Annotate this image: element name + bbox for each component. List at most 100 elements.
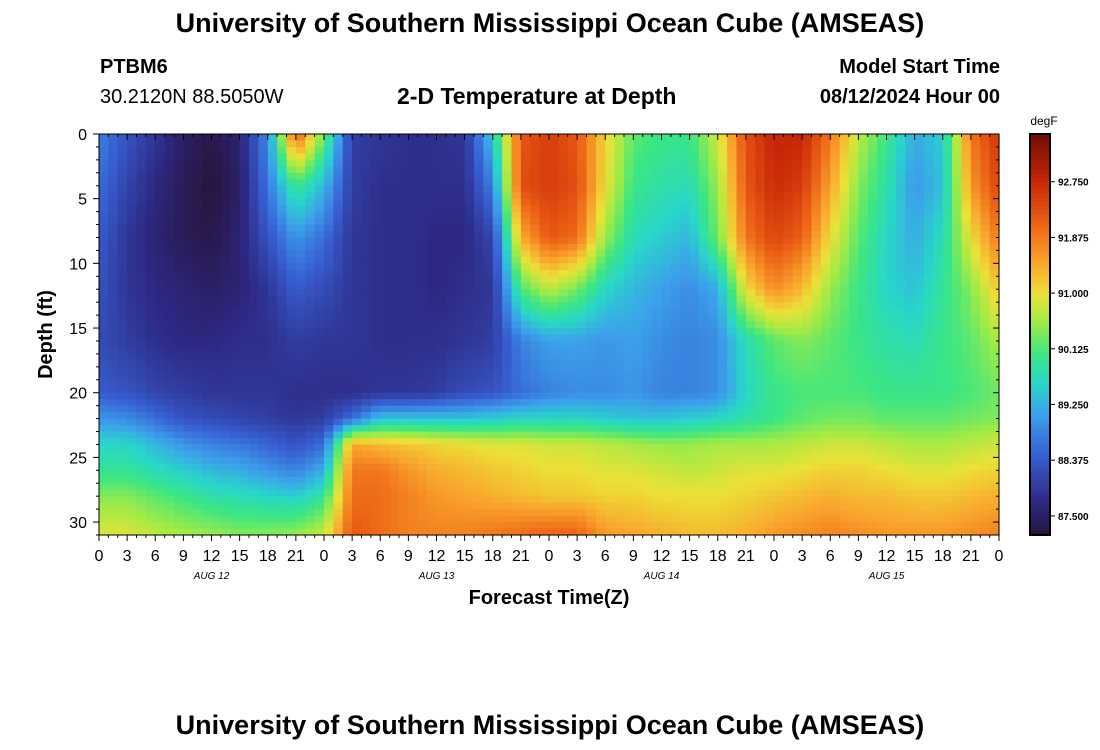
heatmap-cell (333, 496, 344, 504)
heatmap-cell (361, 224, 372, 232)
heatmap-cell (249, 205, 259, 213)
heatmap-cell (286, 470, 297, 478)
heatmap-cell (483, 185, 494, 193)
heatmap-cell (136, 515, 147, 523)
heatmap-cell (305, 353, 316, 361)
heatmap-cell (605, 450, 616, 458)
heatmap-cell (295, 250, 306, 258)
heatmap-cell (314, 515, 325, 523)
heatmap-cell (211, 218, 222, 226)
heatmap-cell (774, 483, 784, 491)
heatmap-cell (211, 444, 222, 452)
heatmap-cell (455, 405, 466, 413)
heatmap-cell (595, 360, 606, 368)
heatmap-cell (464, 418, 475, 426)
heatmap-cell (633, 399, 644, 407)
heatmap-cell (586, 366, 597, 374)
heatmap-cell (689, 198, 700, 206)
heatmap-cell (511, 250, 522, 258)
heatmap-cell (567, 198, 578, 206)
heatmap-cell (249, 243, 259, 252)
heatmap-cell (595, 386, 606, 394)
heatmap-cell (361, 373, 372, 381)
heatmap-cell (689, 146, 700, 155)
heatmap-cell (595, 405, 606, 413)
heatmap-cell (605, 282, 616, 290)
heatmap-cell (755, 269, 766, 277)
heatmap-cell (127, 483, 138, 491)
heatmap-cell (267, 373, 278, 381)
heatmap-cell (708, 269, 719, 277)
heatmap-cell (755, 295, 766, 303)
heatmap-cell (839, 263, 850, 271)
heatmap-cell (661, 360, 672, 368)
heatmap-cell (717, 392, 728, 400)
heatmap-cell (670, 159, 681, 167)
heatmap-cell (549, 231, 559, 239)
heatmap-cell (417, 269, 428, 277)
heatmap-cell (108, 476, 119, 484)
heatmap-cell (558, 379, 569, 387)
heatmap-cell (708, 457, 719, 465)
heatmap-cell (361, 243, 372, 252)
heatmap-cell (305, 153, 316, 161)
heatmap-cell (333, 308, 344, 316)
heatmap-cell (586, 528, 597, 536)
heatmap-cell (380, 437, 391, 446)
heatmap-cell (708, 444, 719, 452)
heatmap-cell (689, 353, 700, 361)
heatmap-cell (577, 140, 588, 148)
heatmap-cell (670, 269, 681, 277)
heatmap-cell (483, 308, 494, 316)
heatmap-cell (586, 328, 597, 336)
heatmap-cell (295, 366, 306, 374)
heatmap-cell (511, 146, 522, 155)
heatmap-cell (174, 198, 184, 206)
heatmap-cell (595, 502, 606, 510)
heatmap-cell (455, 528, 466, 536)
heatmap-cell (530, 399, 541, 407)
heatmap-cell (567, 528, 578, 536)
heatmap-cell (474, 250, 484, 258)
heatmap-cell (127, 269, 138, 277)
heatmap-cell (511, 347, 522, 355)
heatmap-cell (474, 205, 484, 213)
heatmap-cell (174, 321, 184, 329)
heatmap-cell (811, 172, 822, 180)
heatmap-cell (174, 470, 184, 478)
heatmap-cell (661, 237, 672, 245)
heatmap-cell (352, 528, 363, 536)
heatmap-cell (164, 237, 175, 245)
heatmap-cell (708, 218, 719, 226)
heatmap-cell (661, 302, 672, 310)
heatmap-cell (99, 166, 109, 174)
heatmap-cell (680, 321, 691, 329)
heatmap-cell (539, 470, 550, 478)
heatmap-cell (183, 431, 194, 439)
heatmap-cell (792, 134, 803, 142)
heatmap-cell (595, 522, 606, 530)
heatmap-cell (408, 179, 419, 187)
heatmap-cell (417, 502, 428, 510)
heatmap-cell (539, 218, 550, 226)
heatmap-cell (764, 470, 775, 478)
heatmap-cell (792, 237, 803, 245)
heatmap-cell (567, 470, 578, 478)
heatmap-cell (230, 509, 241, 517)
heatmap-cell (211, 282, 222, 290)
heatmap-cell (839, 373, 850, 381)
heatmap-cell (267, 198, 278, 206)
heatmap-cell (202, 153, 213, 161)
heatmap-cell (305, 412, 316, 420)
heatmap-cell (352, 470, 363, 478)
heatmap-cell (380, 295, 391, 303)
heatmap-cell (249, 153, 259, 161)
heatmap-cell (333, 476, 344, 484)
heatmap-cell (511, 153, 522, 161)
heatmap-cell (680, 328, 691, 336)
heatmap-cell (474, 489, 484, 497)
heatmap-cell (295, 463, 306, 471)
heatmap-cell (408, 315, 419, 323)
heatmap-cell (202, 437, 213, 446)
heatmap-cell (342, 489, 353, 497)
